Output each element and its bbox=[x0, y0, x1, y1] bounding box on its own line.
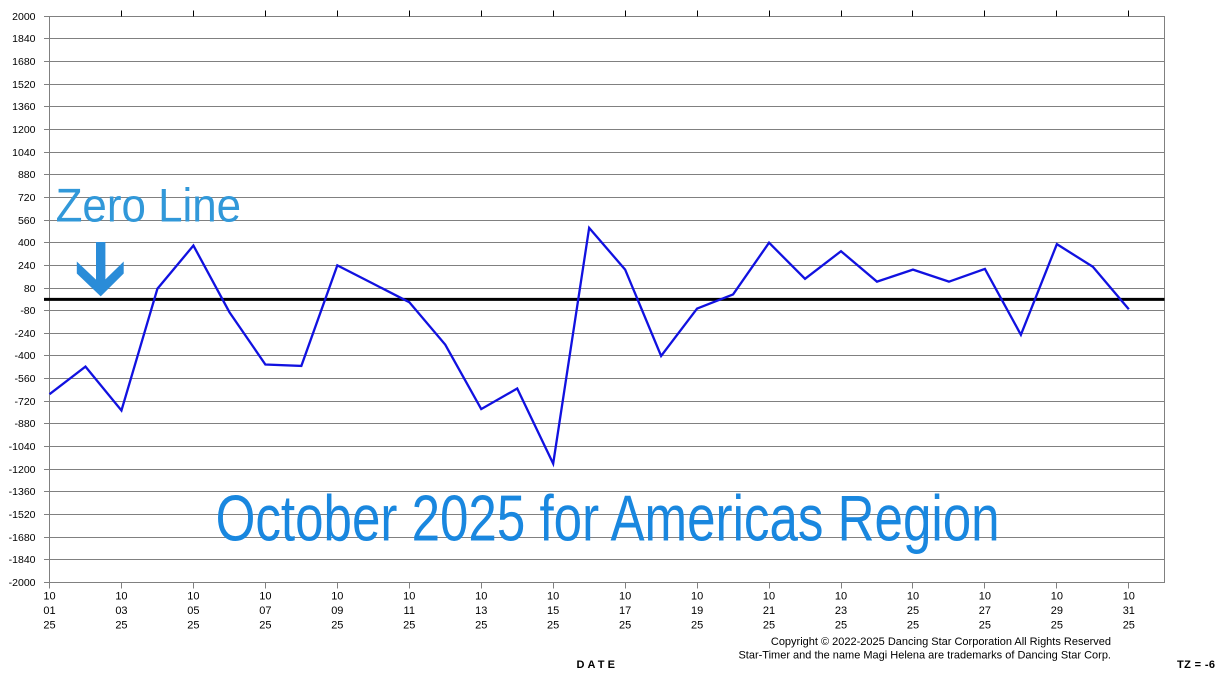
svg-text:-560: -560 bbox=[14, 373, 35, 385]
svg-text:25: 25 bbox=[43, 619, 55, 631]
svg-text:25: 25 bbox=[547, 619, 559, 631]
svg-text:10: 10 bbox=[187, 591, 199, 603]
svg-text:October 2025 for Americas Regi: October 2025 for Americas Region bbox=[216, 483, 1000, 555]
svg-text:-880: -880 bbox=[14, 418, 35, 430]
svg-text:DATE: DATE bbox=[577, 659, 619, 671]
svg-text:Zero Line: Zero Line bbox=[56, 179, 242, 232]
svg-text:17: 17 bbox=[619, 605, 631, 617]
svg-text:-2000: -2000 bbox=[9, 577, 36, 589]
svg-text:25: 25 bbox=[763, 619, 775, 631]
svg-text:10: 10 bbox=[475, 591, 487, 603]
svg-text:23: 23 bbox=[835, 605, 847, 617]
svg-text:80: 80 bbox=[24, 283, 36, 295]
svg-text:25: 25 bbox=[835, 619, 847, 631]
svg-text:TZ = -6: TZ = -6 bbox=[1177, 659, 1215, 671]
svg-text:1680: 1680 bbox=[12, 56, 36, 68]
svg-text:10: 10 bbox=[907, 591, 919, 603]
svg-text:25: 25 bbox=[1123, 619, 1135, 631]
svg-text:25: 25 bbox=[403, 619, 415, 631]
svg-text:880: 880 bbox=[18, 169, 36, 181]
svg-text:10: 10 bbox=[1051, 591, 1063, 603]
svg-text:10: 10 bbox=[835, 591, 847, 603]
svg-text:25: 25 bbox=[907, 619, 919, 631]
svg-text:10: 10 bbox=[691, 591, 703, 603]
svg-text:-80: -80 bbox=[20, 305, 35, 317]
svg-text:25: 25 bbox=[1051, 619, 1063, 631]
svg-text:11: 11 bbox=[404, 605, 415, 617]
svg-text:10: 10 bbox=[547, 591, 559, 603]
svg-text:05: 05 bbox=[187, 605, 199, 617]
svg-text:10: 10 bbox=[1123, 591, 1135, 603]
svg-text:10: 10 bbox=[763, 591, 775, 603]
svg-text:25: 25 bbox=[259, 619, 271, 631]
svg-text:25: 25 bbox=[619, 619, 631, 631]
svg-text:10: 10 bbox=[403, 591, 415, 603]
svg-text:560: 560 bbox=[18, 215, 36, 227]
svg-text:25: 25 bbox=[115, 619, 127, 631]
svg-text:240: 240 bbox=[18, 260, 36, 272]
svg-text:10: 10 bbox=[619, 591, 631, 603]
svg-text:400: 400 bbox=[18, 237, 36, 249]
svg-text:-400: -400 bbox=[14, 350, 35, 362]
svg-text:10: 10 bbox=[115, 591, 127, 603]
svg-text:2000: 2000 bbox=[12, 11, 36, 23]
svg-text:29: 29 bbox=[1051, 605, 1063, 617]
svg-text:Star-Timer and the name Magi H: Star-Timer and the name Magi Helena are … bbox=[738, 649, 1111, 661]
svg-text:13: 13 bbox=[475, 605, 487, 617]
svg-text:-1680: -1680 bbox=[9, 532, 36, 544]
svg-text:21: 21 bbox=[763, 605, 775, 617]
svg-text:1520: 1520 bbox=[12, 79, 36, 91]
svg-text:25: 25 bbox=[187, 619, 199, 631]
svg-text:25: 25 bbox=[331, 619, 343, 631]
svg-text:-1200: -1200 bbox=[9, 464, 36, 476]
svg-text:19: 19 bbox=[691, 605, 703, 617]
svg-text:Copyright © 2022-2025 Dancing: Copyright © 2022-2025 Dancing Star Corpo… bbox=[771, 636, 1111, 648]
svg-text:720: 720 bbox=[18, 192, 36, 204]
svg-text:-720: -720 bbox=[14, 396, 35, 408]
svg-text:-1840: -1840 bbox=[9, 554, 36, 566]
svg-text:-1360: -1360 bbox=[9, 486, 36, 498]
svg-text:-240: -240 bbox=[14, 328, 35, 340]
svg-text:25: 25 bbox=[691, 619, 703, 631]
svg-text:25: 25 bbox=[475, 619, 487, 631]
svg-text:10: 10 bbox=[979, 591, 991, 603]
svg-text:25: 25 bbox=[907, 605, 919, 617]
svg-text:1040: 1040 bbox=[12, 147, 36, 159]
svg-text:27: 27 bbox=[979, 605, 991, 617]
svg-text:31: 31 bbox=[1123, 605, 1135, 617]
svg-text:1360: 1360 bbox=[12, 101, 36, 113]
svg-text:07: 07 bbox=[259, 605, 271, 617]
svg-text:03: 03 bbox=[115, 605, 127, 617]
svg-text:10: 10 bbox=[43, 591, 55, 603]
svg-text:10: 10 bbox=[259, 591, 271, 603]
svg-text:1200: 1200 bbox=[12, 124, 36, 136]
svg-text:15: 15 bbox=[547, 605, 559, 617]
svg-text:01: 01 bbox=[43, 605, 55, 617]
svg-text:-1520: -1520 bbox=[9, 509, 36, 521]
svg-text:1840: 1840 bbox=[12, 33, 36, 45]
svg-text:09: 09 bbox=[331, 605, 343, 617]
svg-text:10: 10 bbox=[331, 591, 343, 603]
svg-text:-1040: -1040 bbox=[9, 441, 36, 453]
svg-text:25: 25 bbox=[979, 619, 991, 631]
